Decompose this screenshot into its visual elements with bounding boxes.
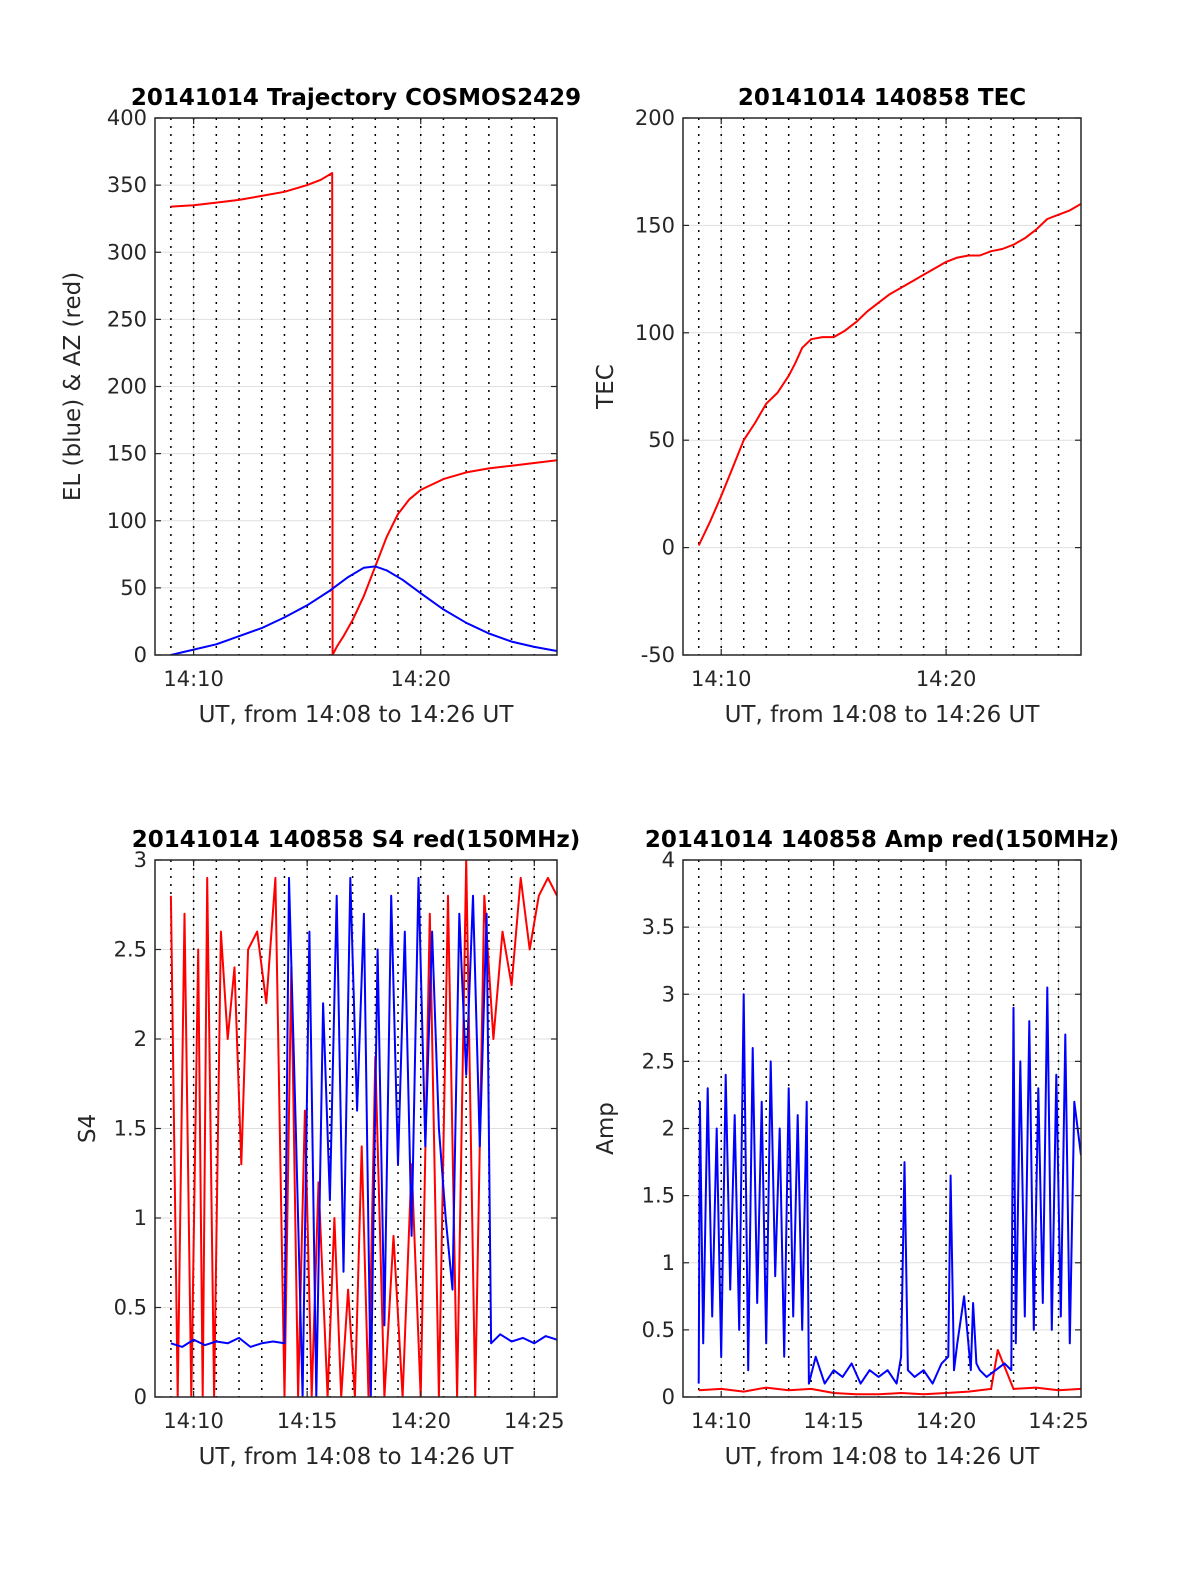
- x-tick-label: 14:20: [390, 667, 451, 691]
- x-tick-label: 14:10: [691, 1409, 752, 1433]
- y-tick-label: 250: [107, 307, 147, 331]
- y-tick-label: 150: [107, 442, 147, 466]
- y-axis-label: EL (blue) & AZ (red): [60, 272, 86, 501]
- y-tick-label: 200: [107, 375, 147, 399]
- x-axis-label: UT, from 14:08 to 14:26 UT: [725, 1444, 1041, 1470]
- x-axis-label: UT, from 14:08 to 14:26 UT: [199, 1444, 515, 1470]
- y-tick-label: 2.5: [642, 1049, 675, 1073]
- x-tick-label: 14:10: [691, 667, 752, 691]
- y-tick-label: 2: [662, 1117, 675, 1141]
- x-tick-label: 14:20: [390, 1409, 451, 1433]
- chart-amp: 0 0.5 1 1.5 2 2.5 3 3.5 4 14:10 14:15 14:20 14:25 201…: [593, 827, 1119, 1470]
- y-tick-label: 400: [107, 106, 147, 130]
- y-tick-label: 200: [635, 106, 675, 130]
- y-tick-label: 2: [134, 1027, 147, 1051]
- chart-title: 20141014 140858 Amp red(150MHz): [645, 827, 1119, 853]
- y-tick-label: 3: [662, 982, 675, 1006]
- y-tick-label: 0: [662, 1385, 675, 1409]
- axes-frame: [682, 117, 1082, 656]
- y-tick-label: 300: [107, 240, 147, 264]
- series-line-red: [170, 172, 557, 655]
- y-tick-label: 0: [662, 536, 675, 560]
- y-axis-label: TEC: [593, 364, 619, 410]
- y-tick-label: -50: [641, 643, 675, 667]
- y-tick-label: 4: [662, 848, 675, 872]
- y-tick-label: 150: [635, 213, 675, 237]
- x-tick-label: 14:25: [1028, 1409, 1089, 1433]
- y-tick-label: 1.5: [114, 1117, 147, 1141]
- y-tick-label: 3: [134, 848, 147, 872]
- x-tick-label: 14:15: [803, 1409, 864, 1433]
- x-tick-label: 14:25: [504, 1409, 565, 1433]
- y-tick-label: 0.5: [642, 1318, 675, 1342]
- chart-title: 20141014 140858 S4 red(150MHz): [132, 827, 581, 853]
- chart-title: 20141014 Trajectory COSMOS2429: [131, 85, 581, 111]
- y-tick-label: 1: [662, 1251, 675, 1275]
- chart-s4: 0 0.5 1 1.5 2 2.5 3 14:10 14:15 14:20 14:25 2014101…: [75, 827, 580, 1470]
- y-tick-label: 1: [134, 1206, 147, 1230]
- y-tick-label: 50: [120, 576, 147, 600]
- y-tick-label: 0.5: [114, 1296, 147, 1320]
- series-line-blue: [697, 986, 1081, 1385]
- series-line-red: [697, 203, 1081, 546]
- y-tick-label: 50: [648, 428, 675, 452]
- x-axis-label: UT, from 14:08 to 14:26 UT: [199, 702, 515, 728]
- y-tick-label: 100: [635, 321, 675, 345]
- series-line-red: [169, 860, 557, 1397]
- y-tick-label: 3.5: [642, 915, 675, 939]
- y-tick-label: 0: [134, 643, 147, 667]
- chart-title: 20141014 140858 TEC: [738, 85, 1026, 111]
- plot-area: [683, 118, 1081, 655]
- y-axis-label: S4: [75, 1114, 101, 1143]
- x-tick-label: 14:20: [916, 667, 977, 691]
- chart-trajectory: 0 50 100 150 200 250 300 350 400 14:10 14:20 201410…: [60, 85, 581, 728]
- y-tick-label: 0: [134, 1385, 147, 1409]
- x-tick-label: 14:10: [163, 1409, 224, 1433]
- series-line-blue: [170, 565, 557, 655]
- y-tick-label: 2.5: [114, 938, 147, 962]
- x-axis-label: UT, from 14:08 to 14:26 UT: [725, 702, 1041, 728]
- x-tick-label: 14:10: [163, 667, 224, 691]
- y-tick-label: 350: [107, 173, 147, 197]
- x-tick-label: 14:20: [916, 1409, 977, 1433]
- x-tick-label: 14:15: [277, 1409, 338, 1433]
- chart-tec: -50 0 50 100 150 200 14:10 14:20 20141014 140858…: [593, 85, 1082, 728]
- y-axis-label: Amp: [593, 1102, 619, 1155]
- series-line-red: [698, 1349, 1081, 1396]
- y-tick-label: 1.5: [642, 1184, 675, 1208]
- series-line-blue: [170, 876, 557, 1397]
- y-tick-label: 100: [107, 509, 147, 533]
